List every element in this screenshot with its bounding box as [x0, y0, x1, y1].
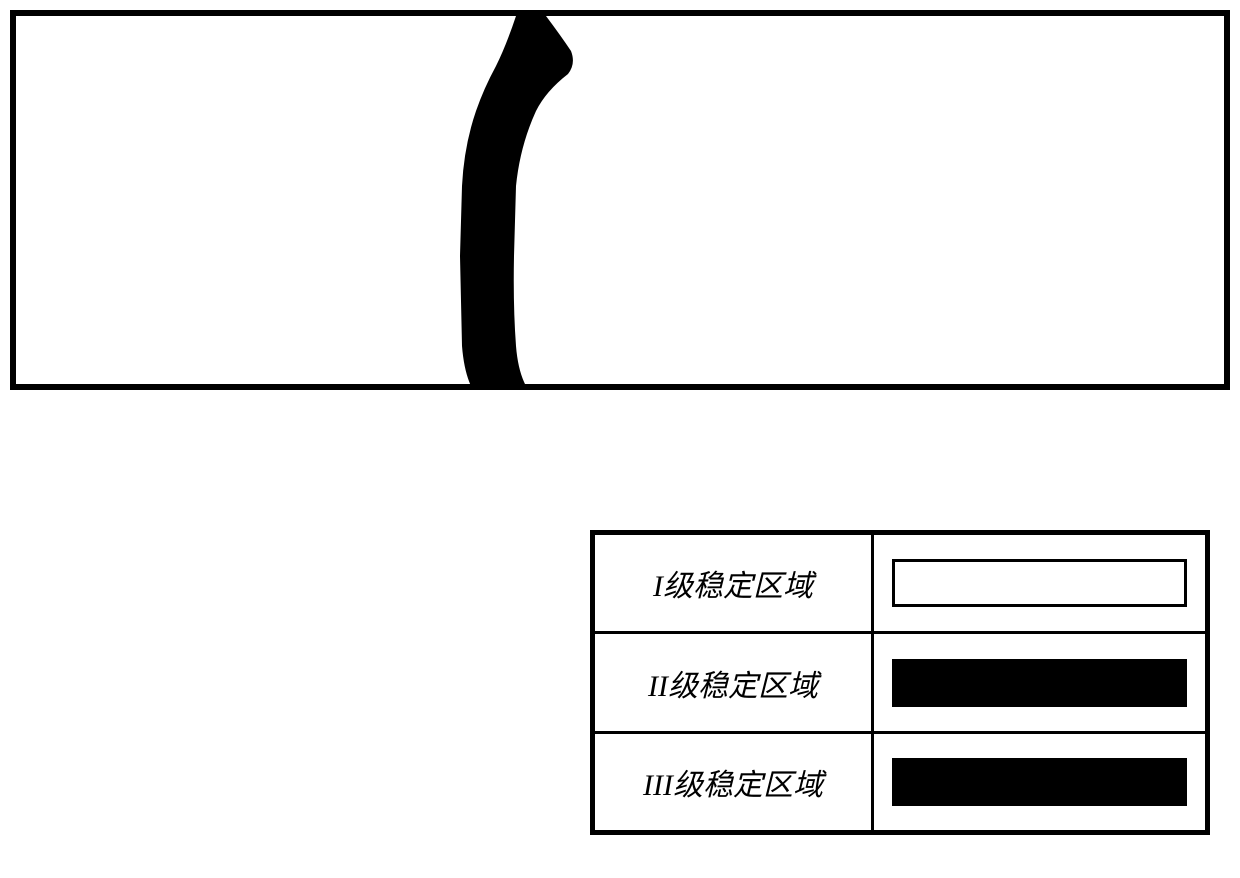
- legend-label-3: III级稳定区域: [593, 733, 873, 833]
- legend-swatch-cell-1: [873, 533, 1208, 633]
- legend-swatch-3: [892, 758, 1187, 806]
- legend-swatch-cell-3: [873, 733, 1208, 833]
- legend-swatch-1: [892, 559, 1187, 607]
- legend-label-2: II级稳定区域: [593, 633, 873, 733]
- region-shape-svg: [16, 16, 1224, 384]
- legend-table: I级稳定区域 II级稳定区域 III级稳定区域: [590, 530, 1210, 835]
- legend-row-2: II级稳定区域: [593, 633, 1208, 733]
- legend-swatch-2: [892, 659, 1187, 707]
- region-dark-band: [460, 16, 573, 384]
- legend-label-1: I级稳定区域: [593, 533, 873, 633]
- legend-swatch-cell-2: [873, 633, 1208, 733]
- legend-row-3: III级稳定区域: [593, 733, 1208, 833]
- legend-row-1: I级稳定区域: [593, 533, 1208, 633]
- stability-region-diagram: [10, 10, 1230, 390]
